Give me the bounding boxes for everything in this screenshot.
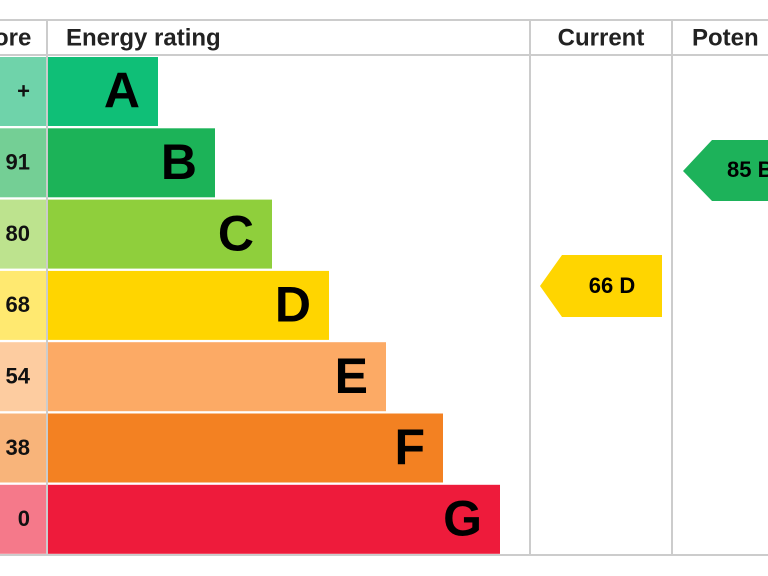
rating-bar: [48, 57, 158, 126]
score-cell: [0, 57, 46, 126]
score-cell: [0, 270, 46, 340]
rating-bar: [48, 270, 329, 340]
potential-badge: [683, 140, 768, 201]
rating-bar: [48, 128, 215, 198]
score-header: ore: [0, 24, 31, 51]
score-range: 38: [6, 435, 30, 460]
rating-bar: [48, 342, 386, 412]
score-cell: [0, 413, 46, 483]
score-range: 91: [6, 150, 30, 175]
score-cell: [0, 199, 46, 269]
score-cell: [0, 342, 46, 412]
rating-letter: C: [218, 205, 254, 261]
rating-header: Energy rating: [66, 24, 221, 51]
potential-header: Poten: [692, 24, 759, 51]
rating-letter: F: [394, 419, 425, 475]
score-cell: [0, 128, 46, 198]
current-badge: [540, 255, 662, 317]
current-header: Current: [558, 24, 645, 51]
rating-letter: D: [275, 277, 311, 333]
score-range: 0: [18, 506, 30, 531]
score-range: 80: [6, 221, 30, 246]
rating-letter: E: [335, 348, 368, 404]
rating-letter: G: [443, 491, 482, 547]
rating-bar: [48, 413, 443, 483]
rating-letter: A: [104, 63, 140, 119]
score-range: 54: [6, 364, 31, 389]
rating-bar: [48, 199, 272, 269]
score-range: +: [17, 78, 30, 103]
score-cell: [0, 484, 46, 554]
current-label: 66 D: [589, 273, 635, 298]
rating-letter: B: [161, 134, 197, 190]
potential-label: 85 B: [727, 157, 768, 182]
score-range: 68: [6, 292, 30, 317]
rating-bar: [48, 484, 500, 554]
